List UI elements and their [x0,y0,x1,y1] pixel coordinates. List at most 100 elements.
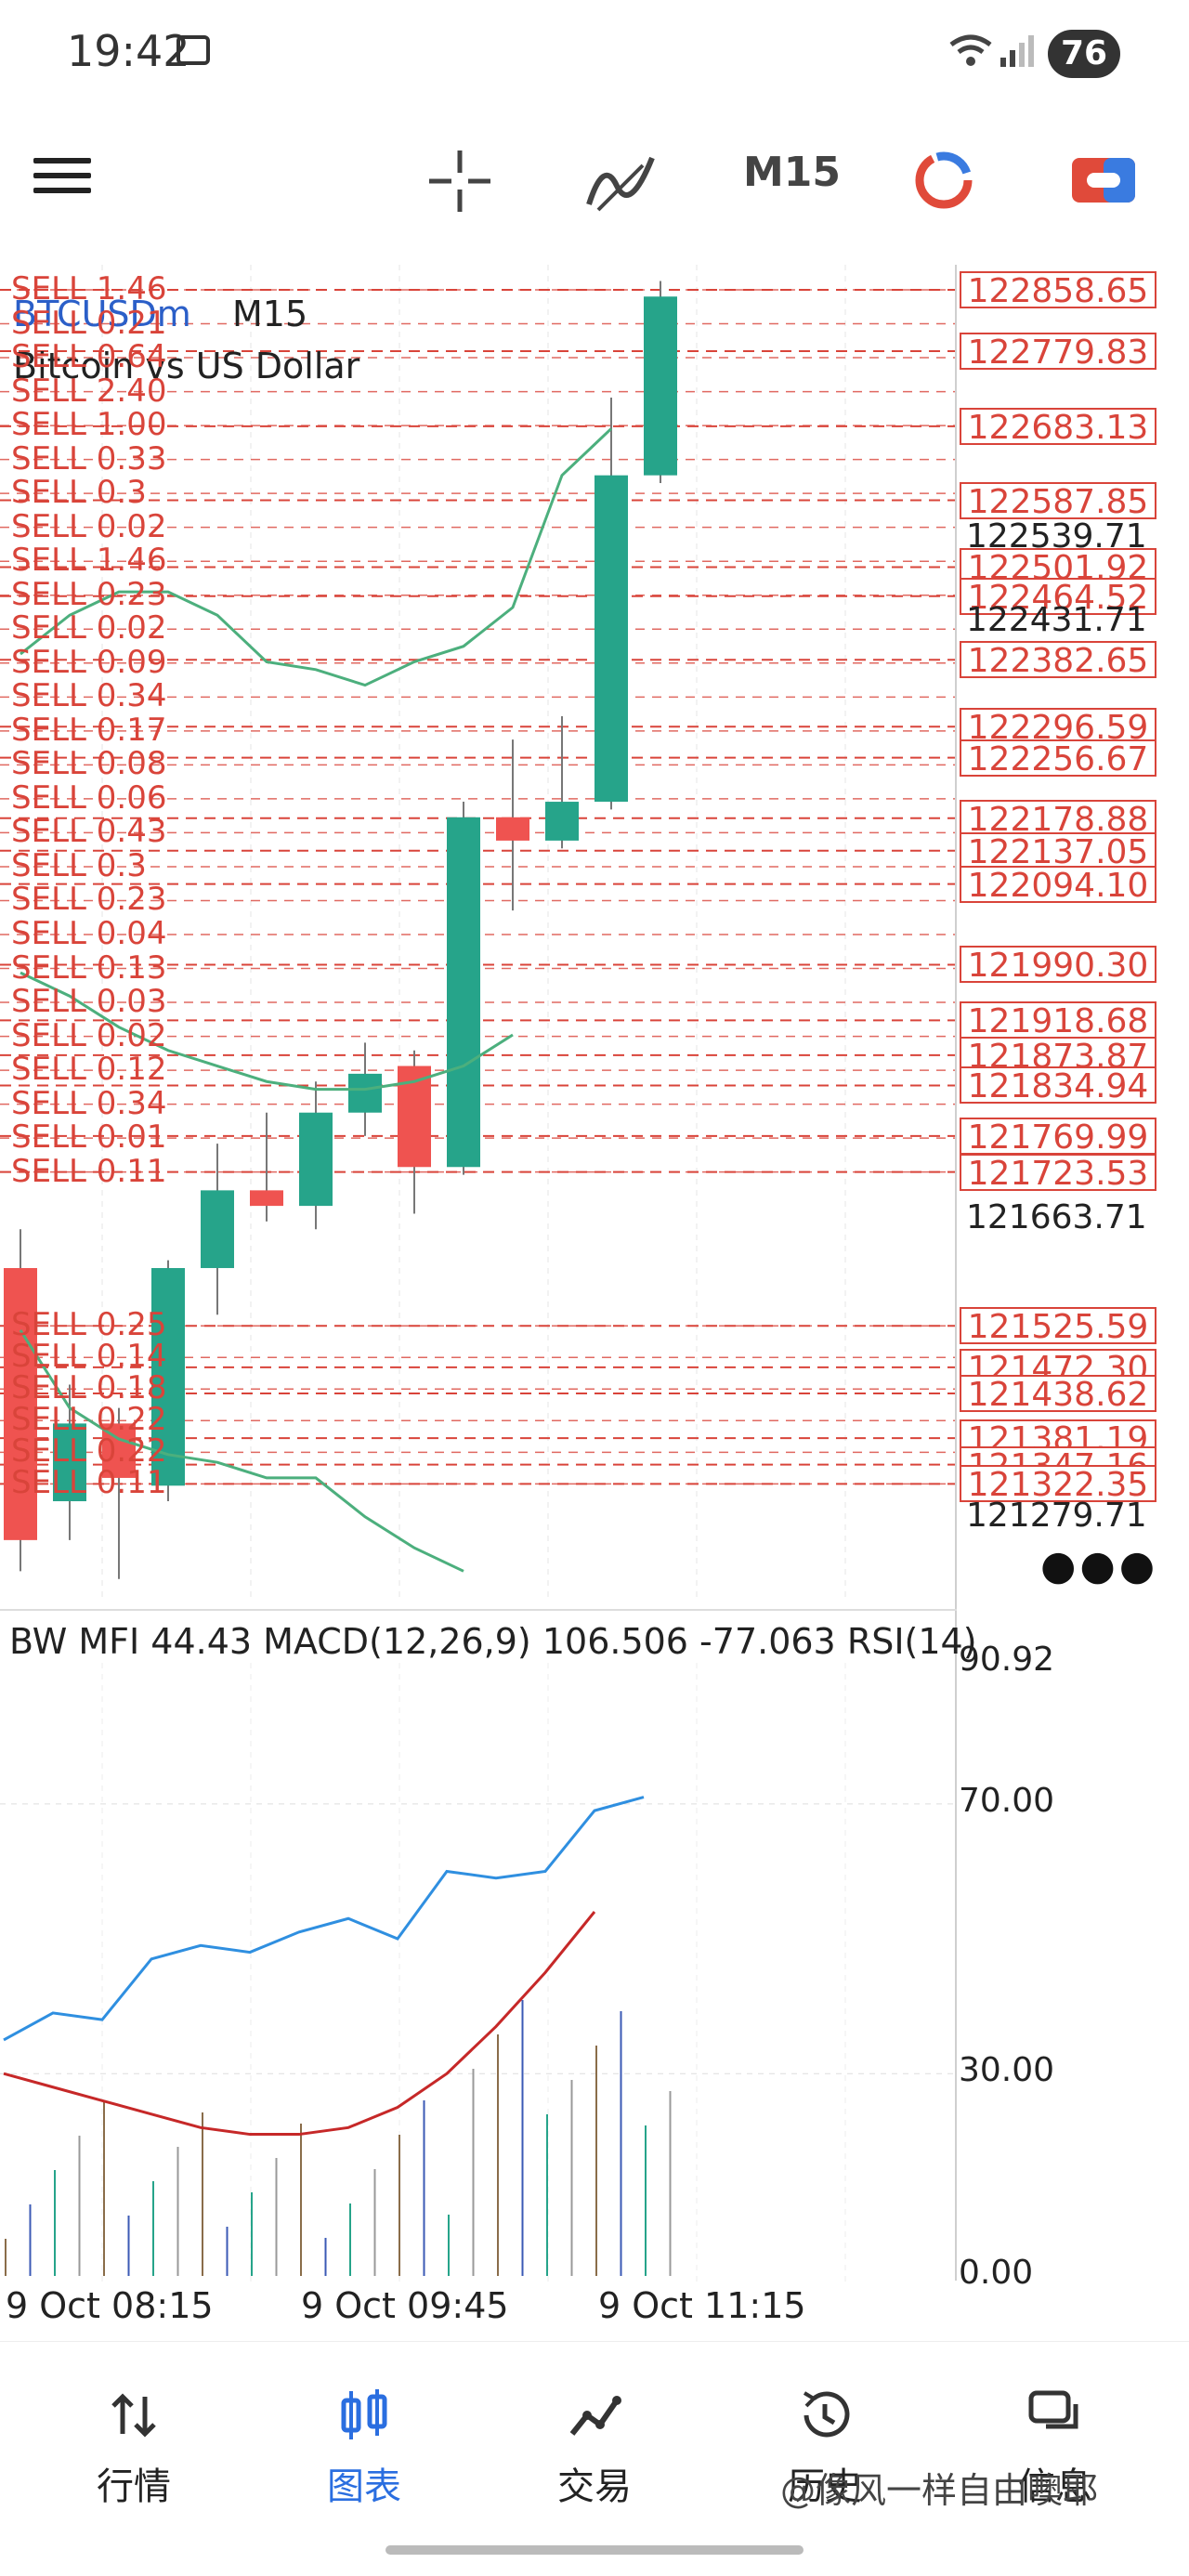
nav-messages[interactable]: 信息 [972,2387,1139,2510]
sell-order-label[interactable]: SELL 0.12 [11,1051,167,1089]
price-label: 121723.53 [960,1153,1156,1192]
sell-order-label[interactable]: SELL 0.11 [11,1152,167,1190]
sell-order-label[interactable]: SELL 0.09 [11,643,167,681]
price-axis-divider [955,265,957,2281]
timeframe-button[interactable]: M15 [743,149,842,196]
sell-order-label[interactable]: SELL 0.23 [11,881,167,919]
sell-order-label[interactable]: SELL 0.34 [11,677,167,715]
indicator-scale-label: 90.92 [959,1641,1055,1679]
symbol-timeframe: M15 [232,294,308,334]
status-screenshot-icon [176,35,210,65]
price-grid-label: 122431.71 [966,601,1147,640]
sell-order-label[interactable]: SELL 0.18 [11,1369,167,1407]
sell-order-label[interactable]: SELL 0.64 [11,338,167,376]
sell-order-label[interactable]: SELL 0.01 [11,1118,167,1157]
sell-order-label[interactable]: SELL 0.02 [11,609,167,647]
sell-order-label[interactable]: SELL 0.23 [11,575,167,613]
sell-order-label[interactable]: SELL 0.06 [11,778,167,817]
price-label: 122858.65 [960,271,1156,310]
candle-body [151,1268,185,1486]
chart-settings-icon[interactable] [912,149,975,212]
sell-order-label[interactable]: SELL 0.3 [11,474,147,512]
sell-order-label[interactable]: SELL 0.22 [11,1401,167,1439]
nav-chart[interactable]: 图表 [281,2387,448,2510]
nav-quotes-label: 行情 [97,2465,171,2508]
sell-order-label[interactable]: SELL 0.02 [11,507,167,545]
price-label: 121322.35 [960,1465,1156,1504]
quotes-icon [111,2393,156,2438]
sell-order-label[interactable]: SELL 0.3 [11,846,147,884]
candle-body [53,1423,86,1502]
trade-nav-icon [569,2396,621,2436]
nav-history[interactable]: 历史 [741,2387,908,2510]
candle-body [644,296,677,476]
crosshair-icon[interactable] [427,149,492,214]
time-label-3: 9 Oct 11:15 [598,2285,806,2326]
more-options-icon[interactable]: ●●● [1040,1542,1159,1589]
battery-indicator: 76 [1048,30,1120,78]
indicator-scale-label: 0.00 [959,2254,1034,2292]
candle-body [201,1190,234,1269]
price-label: 121525.59 [960,1307,1156,1346]
history-icon [803,2391,850,2438]
sell-order-label[interactable]: SELL 0.17 [11,711,167,749]
sell-order-label[interactable]: SELL 0.02 [11,1016,167,1054]
price-label: 121438.62 [960,1375,1156,1414]
sell-order-label[interactable]: SELL 0.21 [11,304,167,342]
sell-order-label[interactable]: SELL 0.22 [11,1432,167,1471]
trade-icon[interactable] [1070,154,1137,206]
indicator-scale-label: 30.00 [959,2051,1055,2090]
price-label: 122587.85 [960,481,1156,520]
chart-icon [341,2389,387,2439]
macd-line [3,1796,645,2042]
nav-trade-label: 交易 [557,2465,632,2508]
signal-icon [999,32,1036,69]
menu-icon[interactable] [33,149,91,204]
signal-line [3,1911,596,2137]
indicators-icon[interactable] [585,149,656,214]
candle-body [496,817,529,841]
price-chart[interactable] [0,265,957,1602]
price-label: 122683.13 [960,407,1156,446]
sell-order-label[interactable]: SELL 0.25 [11,1306,167,1344]
candle-body [250,1190,283,1207]
sell-order-label[interactable]: SELL 0.08 [11,745,167,783]
candle-body [447,817,480,1168]
sell-order-label[interactable]: SELL 1.46 [11,542,167,580]
price-label: 122094.10 [960,865,1156,904]
home-indicator[interactable] [385,2545,804,2555]
sell-order-label[interactable]: SELL 0.04 [11,914,167,952]
indicator-header: BW MFI 44.43 MACD(12,26,9) 106.506 -77.0… [9,1621,977,1662]
symbol-description: Bitcoin vs US Dollar [13,346,360,386]
sell-order-label[interactable]: SELL 0.03 [11,983,167,1021]
nav-messages-label: 信息 [1018,2465,1092,2508]
sell-order-label[interactable]: SELL 1.46 [11,270,167,307]
sell-order-label[interactable]: SELL 0.11 [11,1464,167,1502]
nav-quotes[interactable]: 行情 [50,2387,217,2510]
sell-order-label[interactable]: SELL 0.43 [11,813,167,851]
sell-order-label[interactable]: SELL 0.13 [11,948,167,987]
messages-icon [1028,2390,1078,2429]
price-label: 122382.65 [960,641,1156,680]
price-label: 122464.52 [960,577,1156,616]
indicator-scale-label: 70.00 [959,1781,1055,1820]
sell-order-label[interactable]: SELL 0.33 [11,439,167,477]
price-label: 122137.05 [960,831,1156,870]
symbol-name[interactable]: BTCUSDm [13,294,191,334]
sell-order-label[interactable]: SELL 0.14 [11,1338,167,1376]
indicator-chart[interactable] [0,1663,957,2285]
candle-body [4,1268,37,1540]
time-label-1: 9 Oct 08:15 [6,2285,214,2326]
sell-order-label[interactable]: SELL 2.40 [11,372,167,410]
time-label-2: 9 Oct 09:45 [301,2285,509,2326]
nav-trade[interactable]: 交易 [511,2387,678,2510]
candle-body [299,1112,333,1207]
price-label: 121918.68 [960,1001,1156,1040]
wifi-icon [947,32,994,69]
candle-body [594,475,628,803]
candle-body [545,802,579,841]
status-time: 19:42 [67,26,190,76]
sell-order-label[interactable]: SELL 0.34 [11,1084,167,1122]
watermark: @像风一样自由噢耶 [780,2470,1099,2511]
sell-order-label[interactable]: SELL 1.00 [11,406,167,444]
